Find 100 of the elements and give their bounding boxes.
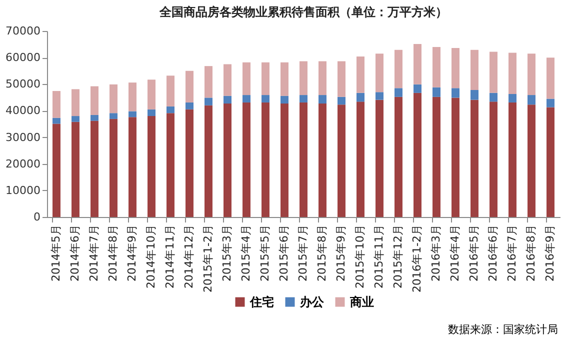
y-tick-label: 0 [34,210,40,224]
bar [546,58,554,99]
x-tick-label: 2016年7月 [506,224,518,282]
bar [110,113,118,119]
bar [338,104,346,217]
bar [52,118,60,124]
bar [546,98,554,108]
x-tick-label: 2016年5月 [468,224,480,282]
chart-title: 全国商品房各类物业累积待售面积（单位：万平方米） [158,5,448,19]
source-note: 数据来源：国家统计局 [448,322,558,337]
bar [186,102,194,110]
bar [508,94,516,102]
x-tick-label: 2014年12月 [182,224,196,288]
x-tick-label: 2015年1-2月 [202,224,214,292]
bar [508,102,516,217]
bar [394,96,402,217]
bar [394,50,402,88]
bar [376,92,384,100]
bar [186,70,194,102]
x-tick-label: 2015年3月 [220,224,234,282]
x-tick-label: 2015年10月 [354,224,366,288]
bar [300,61,308,96]
bar [262,62,270,96]
bar [300,95,308,102]
bar [528,54,536,96]
bar [72,122,80,217]
bar [528,104,536,217]
bar [262,95,270,102]
bar [166,113,174,217]
x-tick-label: 2015年8月 [316,224,328,282]
bar [186,109,194,217]
bar [452,48,460,88]
bar [204,98,212,106]
bar [414,44,422,84]
bar [414,84,422,93]
bar [470,50,478,90]
bar [356,102,364,217]
bar [148,109,156,116]
bar [338,61,346,97]
bar [242,102,250,217]
bar [470,100,478,217]
x-tick-label: 2015年11月 [372,224,386,288]
bar [414,92,422,217]
x-tick-label: 2016年3月 [430,224,442,282]
bar [508,52,516,94]
bar [224,104,232,217]
bar [318,95,326,104]
bar [528,95,536,105]
x-tick-label: 2016年4月 [448,224,462,282]
bar [224,96,232,104]
bar [110,84,118,114]
y-tick-label: 10000 [6,184,40,197]
bar [128,111,136,118]
y-tick-label: 20000 [6,157,40,170]
bar [546,107,554,217]
bar [242,62,250,96]
x-tick-label: 2016年1-2月 [410,224,424,292]
bar [72,116,80,122]
bar [490,102,498,217]
bar [300,102,308,217]
bar [394,88,402,97]
bar [90,86,98,115]
bar [52,91,60,118]
y-tick-label: 60000 [6,51,40,64]
x-tick-label: 2016年6月 [486,224,500,282]
bar [318,61,326,96]
bar [52,124,60,217]
bar [72,89,80,116]
bar [280,62,288,96]
bar [356,92,364,102]
y-tick-label: 70000 [6,24,40,38]
bar [452,98,460,217]
bar [452,88,460,98]
legend-label: 办公 [299,295,325,309]
y-tick-label: 50000 [6,78,40,91]
bar [470,90,478,100]
x-tick-label: 2014年9月 [126,224,138,282]
bar [148,80,156,110]
bar [224,64,232,96]
bar [90,114,98,121]
x-tick-label: 2014年5月 [50,224,62,282]
bar [204,105,212,217]
bar [432,87,440,97]
bar [242,95,250,102]
bar [432,46,440,88]
x-tick-label: 2015年6月 [278,224,290,282]
x-tick-label: 2014年10月 [144,224,158,288]
x-tick-label: 2015年4月 [240,224,252,282]
x-tick-label: 2016年8月 [524,224,538,282]
bar [376,54,384,92]
bar [280,104,288,217]
bar [110,118,118,217]
bar [128,82,136,112]
bar [490,52,498,93]
x-tick-label: 2015年9月 [334,224,348,282]
x-tick-label: 2015年12月 [392,224,404,288]
x-tick-label: 2015年7月 [296,224,310,282]
x-tick-label: 2016年9月 [544,224,556,282]
bar [376,100,384,217]
bar [166,106,174,114]
